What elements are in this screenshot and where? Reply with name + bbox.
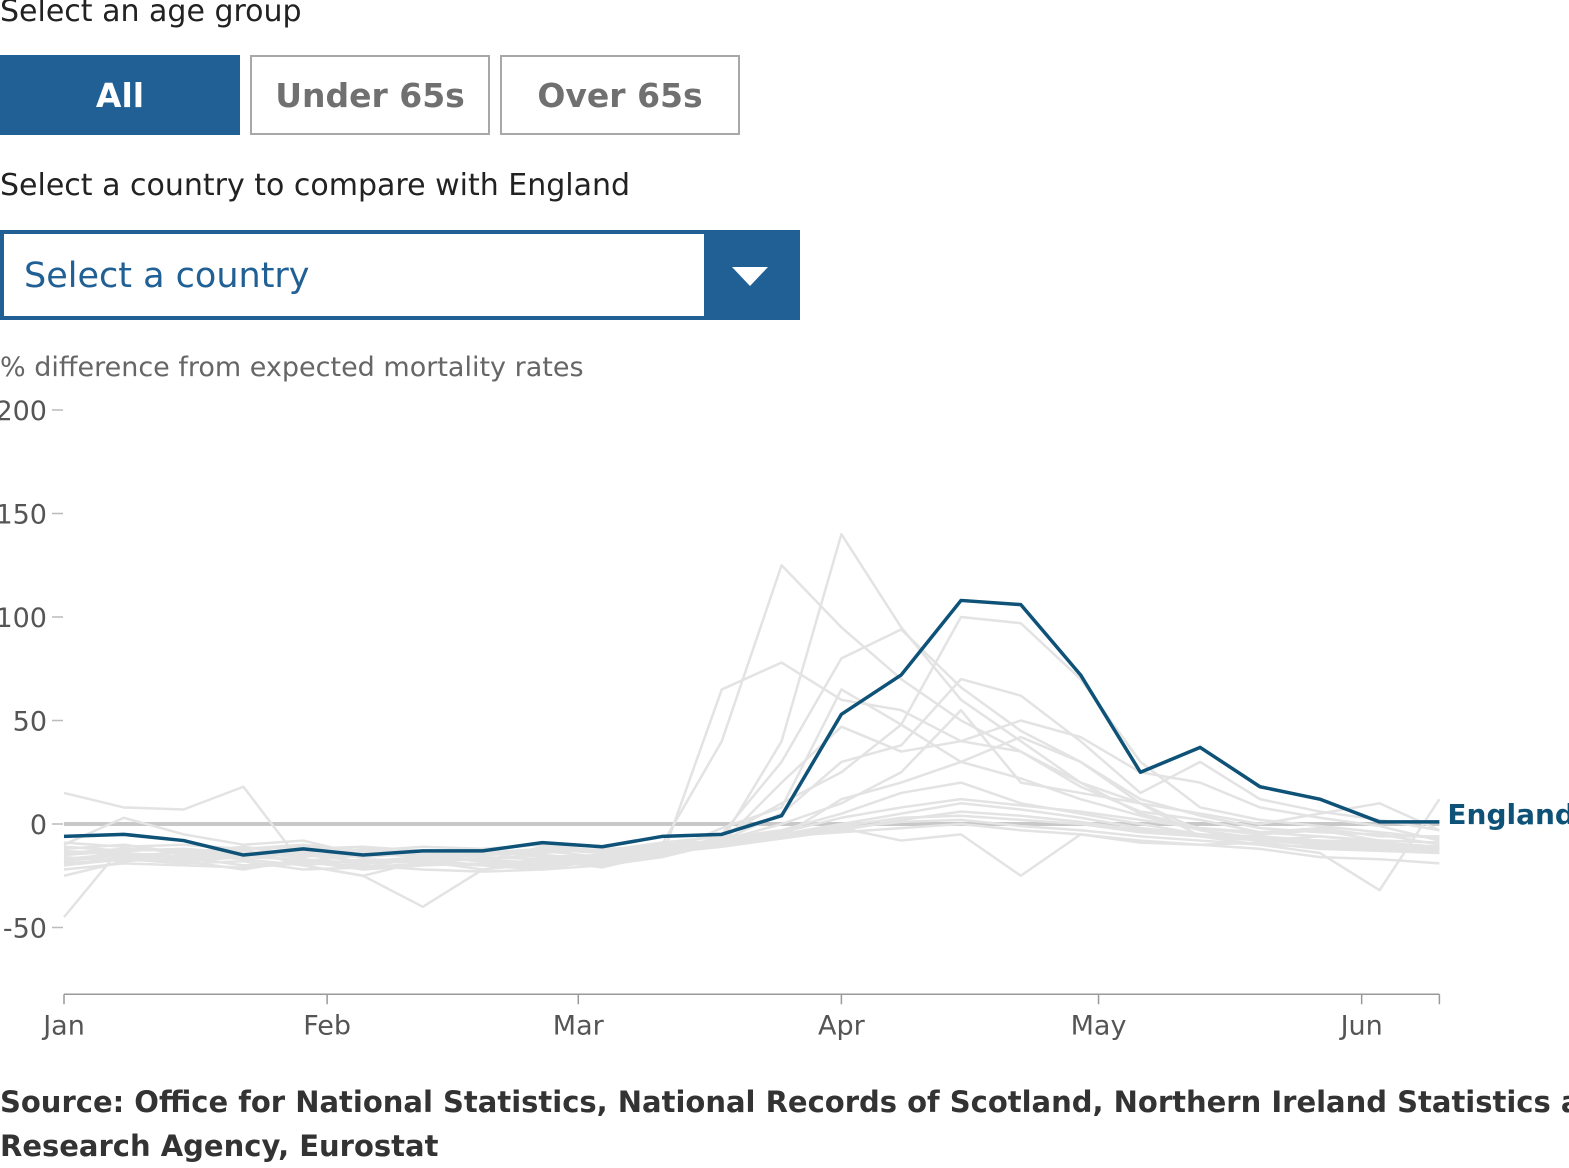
country-series-line: [63, 615, 1440, 871]
age-group-label: Select an age group: [0, 0, 302, 29]
y-tick-label: 0: [30, 810, 47, 841]
source-note: Source: Office for National Statistics, …: [0, 1080, 1569, 1168]
age-button-under-65s[interactable]: Under 65s: [250, 55, 490, 135]
y-tick-label: -50: [3, 914, 47, 945]
dropdown-toggle[interactable]: [704, 234, 796, 316]
source-line-2: Research Agency, Eurostat: [0, 1129, 439, 1163]
mortality-line-chart: 200 150 100 50 0 -50 England Jan Feb Mar Apr May Jun: [0, 396, 1569, 1041]
country-series-line: [63, 628, 1440, 859]
y-tick-label: 200: [0, 396, 47, 427]
country-select-label: Select a country to compare with England: [0, 168, 631, 203]
x-tick-label: May: [1071, 1010, 1127, 1041]
y-tick-label: 100: [0, 603, 47, 634]
country-series-line: [63, 708, 1440, 909]
chevron-down-icon: [732, 267, 768, 286]
country-series-line: [63, 797, 1440, 853]
age-button-over-65s[interactable]: Over 65s: [500, 55, 740, 135]
x-tick-label: Apr: [818, 1010, 866, 1041]
country-dropdown[interactable]: Select a country: [0, 230, 800, 320]
y-tick-label: 150: [0, 500, 47, 531]
england-series-line: [63, 598, 1440, 857]
x-tick-label: Feb: [303, 1010, 351, 1041]
age-button-all[interactable]: All: [0, 55, 240, 135]
country-series-line: [63, 564, 1440, 857]
x-tick-label: Mar: [553, 1010, 605, 1041]
country-dropdown-value: Select a country: [24, 256, 310, 296]
england-series-label: England: [1447, 798, 1569, 831]
country-series-line: [63, 818, 1440, 865]
x-tick-label: Jun: [1339, 1010, 1383, 1041]
x-tick-label: Jan: [41, 1010, 85, 1041]
source-line-1: Source: Office for National Statistics, …: [0, 1085, 1569, 1119]
y-axis-title: % difference from expected mortality rat…: [0, 352, 584, 383]
y-tick-label: 50: [13, 707, 47, 738]
